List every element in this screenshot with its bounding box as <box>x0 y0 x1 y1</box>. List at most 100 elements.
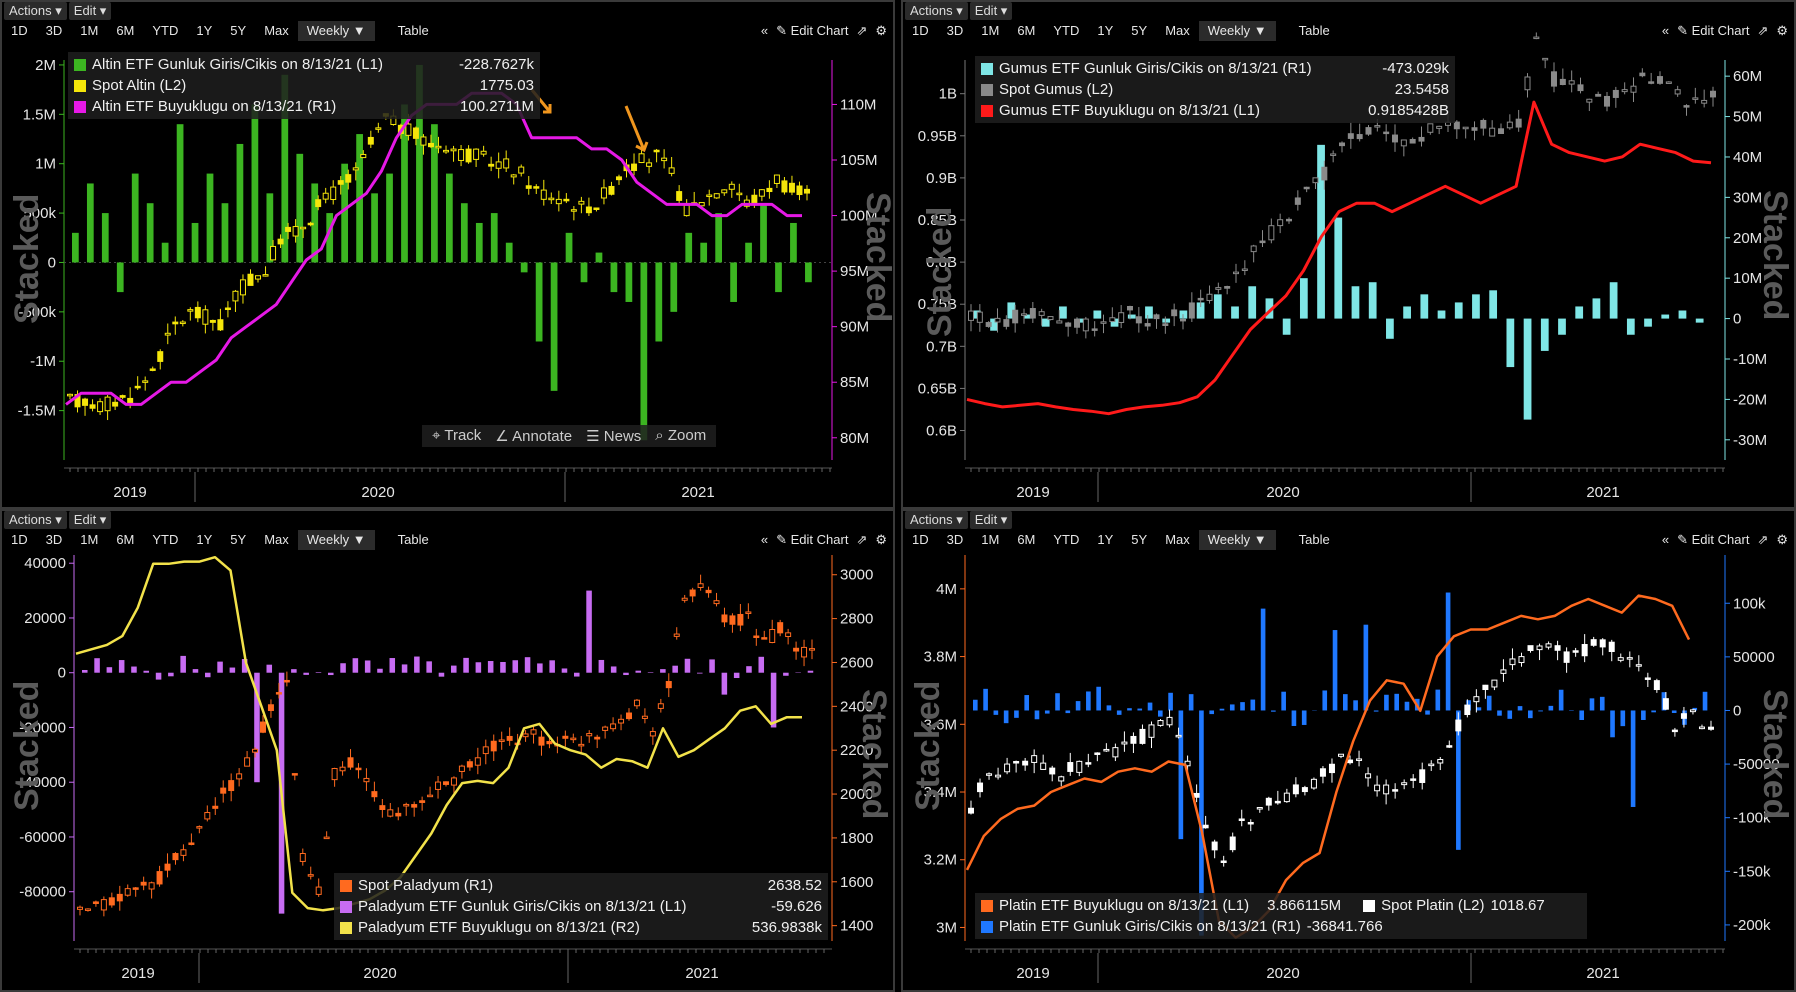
price-candle-body <box>100 899 107 911</box>
flow-bar <box>1127 708 1132 711</box>
period-button[interactable]: 6M <box>116 23 135 38</box>
flow-bar <box>983 688 988 711</box>
period-button[interactable]: 1Y <box>1097 532 1114 547</box>
flow-bar <box>1404 701 1410 711</box>
flow-bar <box>1213 294 1222 319</box>
edit-chart-button[interactable]: ✎ Edit Chart <box>776 532 849 547</box>
popout-icon[interactable]: ⇗ <box>1757 23 1769 38</box>
legend-label: Gumus ETF Gunluk Giris/Cikis on 8/13/21 … <box>999 60 1312 77</box>
legend-label: Spot Platin (L2) <box>1381 897 1485 914</box>
collapse-icon[interactable]: « <box>760 532 769 547</box>
popout-icon[interactable]: ⇗ <box>856 23 868 38</box>
period-button[interactable]: 1D <box>11 532 28 547</box>
period-button[interactable]: 1Y <box>196 532 213 547</box>
price-candle-body <box>285 226 292 232</box>
edit-chart-button[interactable]: ✎ Edit Chart <box>1677 532 1750 547</box>
price-candle-body <box>331 768 338 781</box>
period-button[interactable]: 3D <box>946 23 964 38</box>
edit-menu[interactable]: Edit ▾ <box>68 511 112 529</box>
period-button[interactable]: 1M <box>80 532 99 547</box>
gear-icon[interactable]: ⚙ <box>875 532 887 547</box>
period-button[interactable]: 6M <box>1017 532 1036 547</box>
flow-bar <box>303 672 309 675</box>
table-button[interactable]: Table <box>1298 23 1330 38</box>
x-tick-label: 2019 <box>121 965 154 982</box>
period-button[interactable]: 1M <box>981 532 1000 547</box>
collapse-icon[interactable]: « <box>1661 532 1670 547</box>
price-candle-body <box>1180 318 1186 322</box>
period-button[interactable]: Max <box>1165 23 1190 38</box>
track-button[interactable]: ⌖ Track <box>432 427 482 444</box>
legend-row: Spot Altin (L2) 1775.03 <box>74 75 534 96</box>
price-candle-body <box>1701 99 1708 104</box>
price-candle-body <box>745 611 752 614</box>
period-button[interactable]: 3D <box>45 532 63 547</box>
period-button[interactable]: 1Y <box>1097 23 1114 38</box>
legend-value: 100.2711M <box>460 98 534 115</box>
period-button[interactable]: 1M <box>981 23 1000 38</box>
actions-menu[interactable]: Actions ▾ <box>905 511 968 529</box>
table-button[interactable]: Table <box>397 532 429 547</box>
period-button[interactable]: 3D <box>45 23 63 38</box>
price-candle-body <box>586 733 593 737</box>
period-button[interactable]: YTD <box>1053 532 1080 547</box>
price-candle-body <box>1144 323 1151 327</box>
period-button[interactable]: 1D <box>11 23 28 38</box>
period-button[interactable]: 6M <box>1017 23 1036 38</box>
frequency-dropdown[interactable]: Weekly ▼ <box>297 530 375 550</box>
actions-menu[interactable]: Actions ▾ <box>4 511 67 529</box>
gear-icon[interactable]: ⚙ <box>875 23 887 38</box>
period-button[interactable]: YTD <box>152 532 179 547</box>
period-button[interactable]: 5Y <box>230 23 247 38</box>
period-button[interactable]: Max <box>264 532 289 547</box>
edit-menu[interactable]: Edit ▾ <box>68 2 112 20</box>
edit-chart-button[interactable]: ✎ Edit Chart <box>1677 23 1750 38</box>
price-candle-body <box>315 886 322 895</box>
period-button[interactable]: 3D <box>946 532 964 547</box>
period-button[interactable]: 1Y <box>196 23 213 38</box>
table-button[interactable]: Table <box>397 23 429 38</box>
price-candle-body <box>570 737 577 741</box>
period-button[interactable]: 5Y <box>1131 532 1148 547</box>
period-button[interactable]: YTD <box>152 23 179 38</box>
collapse-icon[interactable]: « <box>760 23 769 38</box>
gear-icon[interactable]: ⚙ <box>1776 23 1788 38</box>
period-button[interactable]: 1D <box>912 532 929 547</box>
period-button[interactable]: Max <box>264 23 289 38</box>
period-button[interactable]: 5Y <box>230 532 247 547</box>
actions-menu[interactable]: Actions ▾ <box>905 2 968 20</box>
price-candle-body <box>1292 784 1299 795</box>
popout-icon[interactable]: ⇗ <box>856 532 868 547</box>
price-candle-body <box>480 150 487 155</box>
price-candle-body <box>450 148 457 152</box>
left-tick-label: 3.8M <box>924 649 957 666</box>
edit-menu[interactable]: Edit ▾ <box>969 511 1013 529</box>
news-button[interactable]: ☰ News <box>586 428 642 445</box>
period-button[interactable]: 6M <box>116 532 135 547</box>
edit-chart-button[interactable]: ✎ Edit Chart <box>776 23 849 38</box>
frequency-dropdown[interactable]: Weekly ▼ <box>297 21 375 41</box>
price-candle-body <box>97 401 104 413</box>
frequency-dropdown[interactable]: Weekly ▼ <box>1198 530 1276 550</box>
flow-bar <box>524 657 531 673</box>
table-button[interactable]: Table <box>1298 532 1330 547</box>
flow-bar <box>1075 701 1081 711</box>
edit-menu[interactable]: Edit ▾ <box>969 2 1013 20</box>
collapse-icon[interactable]: « <box>1661 23 1670 38</box>
right-tick-label: -200k <box>1733 917 1771 934</box>
zoom-button[interactable]: ⌕ Zoom <box>655 427 707 444</box>
price-candle-body <box>252 748 259 753</box>
annotate-button[interactable]: ∠ Annotate <box>495 428 573 445</box>
frequency-dropdown[interactable]: Weekly ▼ <box>1198 21 1276 41</box>
popout-icon[interactable]: ⇗ <box>1757 532 1769 547</box>
period-button[interactable]: Max <box>1165 532 1190 547</box>
gear-icon[interactable]: ⚙ <box>1776 532 1788 547</box>
price-candle-body <box>291 773 298 776</box>
left-tick-label: 0.65B <box>918 380 957 397</box>
period-button[interactable]: 5Y <box>1131 23 1148 38</box>
period-button[interactable]: 1D <box>912 23 929 38</box>
flow-bar <box>635 670 642 673</box>
period-button[interactable]: YTD <box>1053 23 1080 38</box>
period-button[interactable]: 1M <box>80 23 99 38</box>
actions-menu[interactable]: Actions ▾ <box>4 2 67 20</box>
